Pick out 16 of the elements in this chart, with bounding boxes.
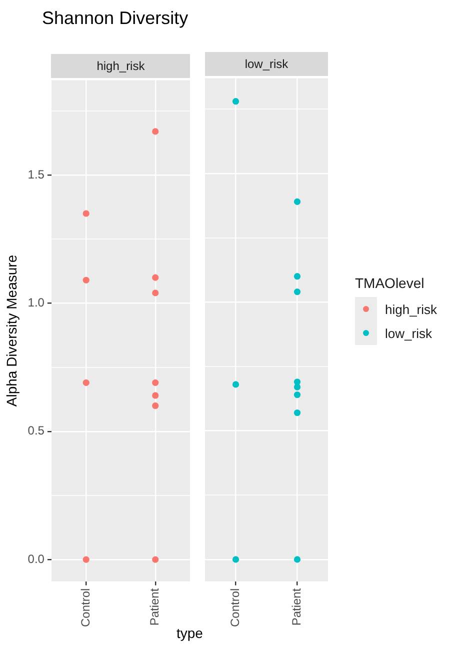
x-axis-title: type xyxy=(176,625,203,641)
y-tick-label: 1.5 xyxy=(28,167,45,182)
x-tick-label: Patient xyxy=(148,588,162,626)
y-tick-label: 0.5 xyxy=(28,424,45,438)
chart-subtitle: high_risk xyxy=(51,54,190,78)
y-tick-label: 1.0 xyxy=(28,296,45,310)
legend-title: TMAOlevel xyxy=(355,275,426,291)
chart-subtitle: low_risk xyxy=(205,52,328,76)
legend-label: high_risk xyxy=(385,302,438,316)
x-tick-label: Patient xyxy=(290,588,304,626)
x-tick-label: Control xyxy=(228,588,242,628)
chart-title: Shannon Diversity xyxy=(42,8,188,29)
x-tick-label: Control xyxy=(78,588,92,628)
y-axis-title: Alpha Diversity Measure xyxy=(3,254,20,407)
y-tick-label: 0.0 xyxy=(28,552,45,566)
legend-label: low_risk xyxy=(385,326,432,340)
